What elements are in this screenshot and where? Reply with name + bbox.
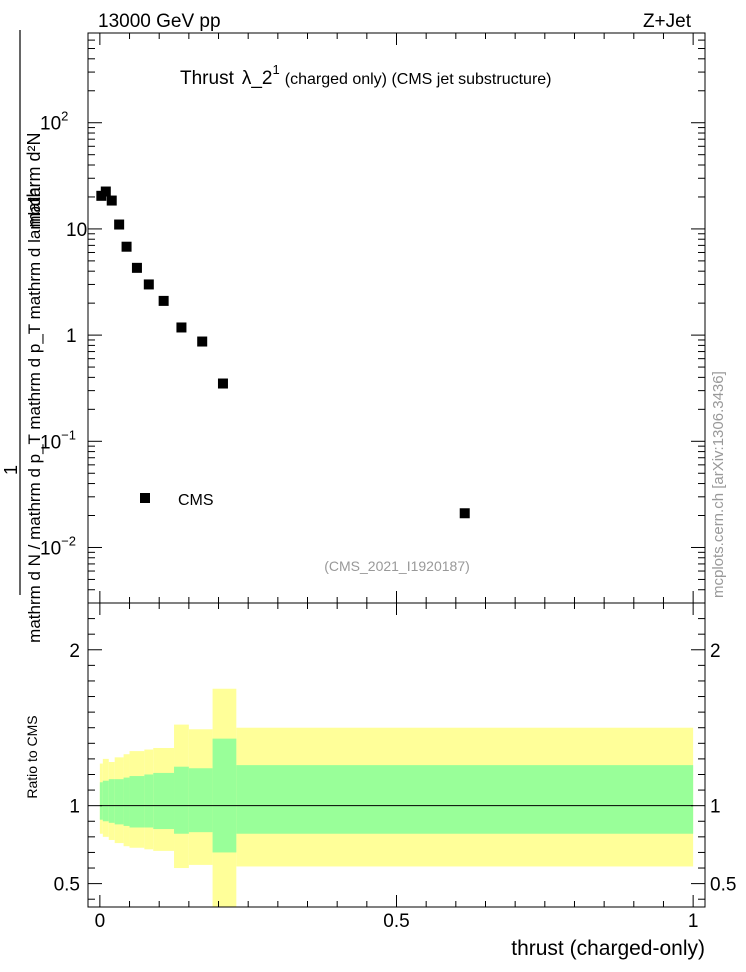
ratio-band-inner <box>188 768 213 833</box>
x-tick-label: 1 <box>688 911 699 932</box>
ratio-axis-ticks <box>88 602 705 907</box>
ratio-y-tick-labels: 0.5 0.5 1 1 2 2 <box>54 641 737 896</box>
ratio-band-inner <box>236 765 694 834</box>
ratio-band-inner <box>108 779 115 823</box>
ratio-band-inner <box>144 774 154 828</box>
ratio-band-inner <box>102 780 109 822</box>
ratio-band-inner <box>129 776 145 828</box>
main-y-tick-label: 10 <box>66 220 87 241</box>
ratio-band-inner <box>99 782 103 820</box>
main-y-tick-labels: 10−2 10−1 1 10 102 <box>40 109 87 560</box>
legend-label: CMS <box>178 492 214 509</box>
header-right-label: Z+Jet <box>643 11 692 32</box>
data-point <box>459 508 470 519</box>
ratio-uncertainty-bands <box>99 688 694 907</box>
main-title: Thrust λ_21 (charged only) (CMS jet substr… <box>180 62 552 89</box>
main-panel-frame <box>87 32 706 604</box>
x-tick-labels: 0 0.5 1 <box>95 911 699 932</box>
x-tick-label: 0.5 <box>383 911 409 932</box>
ratio-y-label: Ratio to CMS <box>24 715 40 798</box>
data-point <box>176 322 187 333</box>
data-point <box>121 241 132 252</box>
ratio-band-inner <box>174 766 189 834</box>
main-y-tick-label: 1 <box>66 326 77 347</box>
data-point <box>158 295 169 306</box>
main-y-tick-label: 102 <box>40 109 68 135</box>
data-point <box>143 279 154 290</box>
main-data-points <box>96 186 470 519</box>
ratio-y-tick-label-right: 1 <box>710 797 721 818</box>
main-title-word: Thrust <box>180 68 235 89</box>
ratio-y-tick-label-right: 2 <box>710 641 721 662</box>
main-title-sup: 1 <box>273 62 280 77</box>
y-label-numerator: mathrm d²N <box>24 132 44 227</box>
data-point <box>197 336 208 347</box>
y-label-numerator-one: 1 <box>1 465 21 475</box>
main-y-tick-label: 10−2 <box>40 533 76 559</box>
main-axis-ticks <box>88 32 705 604</box>
main-title-tail: (charged only) (CMS jet substructure) <box>285 71 552 88</box>
x-tick-label: 0 <box>95 911 106 932</box>
main-title-lambda: λ_2 <box>242 68 273 89</box>
data-point <box>100 186 111 197</box>
ratio-y-tick-label-left: 2 <box>69 641 80 662</box>
legend-marker <box>140 493 150 503</box>
side-credit: mcplots.cern.ch [arXiv:1306.3436] <box>710 371 727 598</box>
ratio-band-inner <box>153 772 175 830</box>
ratio-y-tick-label-left: 1 <box>69 797 80 818</box>
data-point <box>106 195 117 206</box>
ratio-band-inner <box>123 777 130 826</box>
data-point <box>131 262 142 273</box>
ratio-band-inner <box>212 738 237 853</box>
ratio-y-tick-label-right: 0.5 <box>710 875 736 896</box>
header-left-label: 13000 GeV pp <box>98 11 221 32</box>
x-axis-label: thrust (charged-only) <box>511 937 705 960</box>
analysis-watermark: (CMS_2021_I1920187) <box>324 558 470 574</box>
data-point <box>114 219 125 230</box>
main-y-tick-label: 10−1 <box>40 427 76 453</box>
ratio-band-inner <box>114 779 124 825</box>
data-point <box>217 378 228 389</box>
ratio-y-tick-label-left: 0.5 <box>54 875 80 896</box>
y-label-denominator: mathrm d N / mathrm d p_T mathrm d p_T m… <box>25 187 44 643</box>
